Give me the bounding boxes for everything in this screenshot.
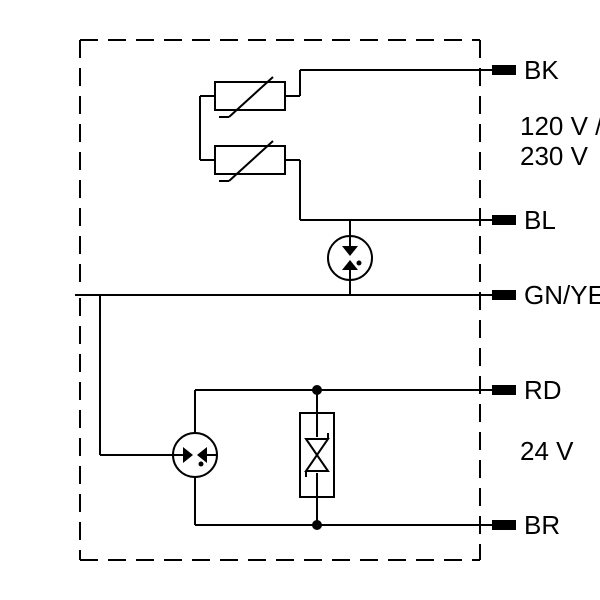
svg-text:BR: BR	[524, 510, 560, 540]
svg-text:24 V: 24 V	[520, 436, 574, 466]
svg-text:RD: RD	[524, 375, 562, 405]
svg-text:120 V /: 120 V /	[520, 111, 600, 141]
svg-text:BL: BL	[524, 205, 556, 235]
svg-text:GN/YE: GN/YE	[524, 280, 600, 310]
svg-text:BK: BK	[524, 55, 559, 85]
svg-text:230 V: 230 V	[520, 141, 589, 171]
